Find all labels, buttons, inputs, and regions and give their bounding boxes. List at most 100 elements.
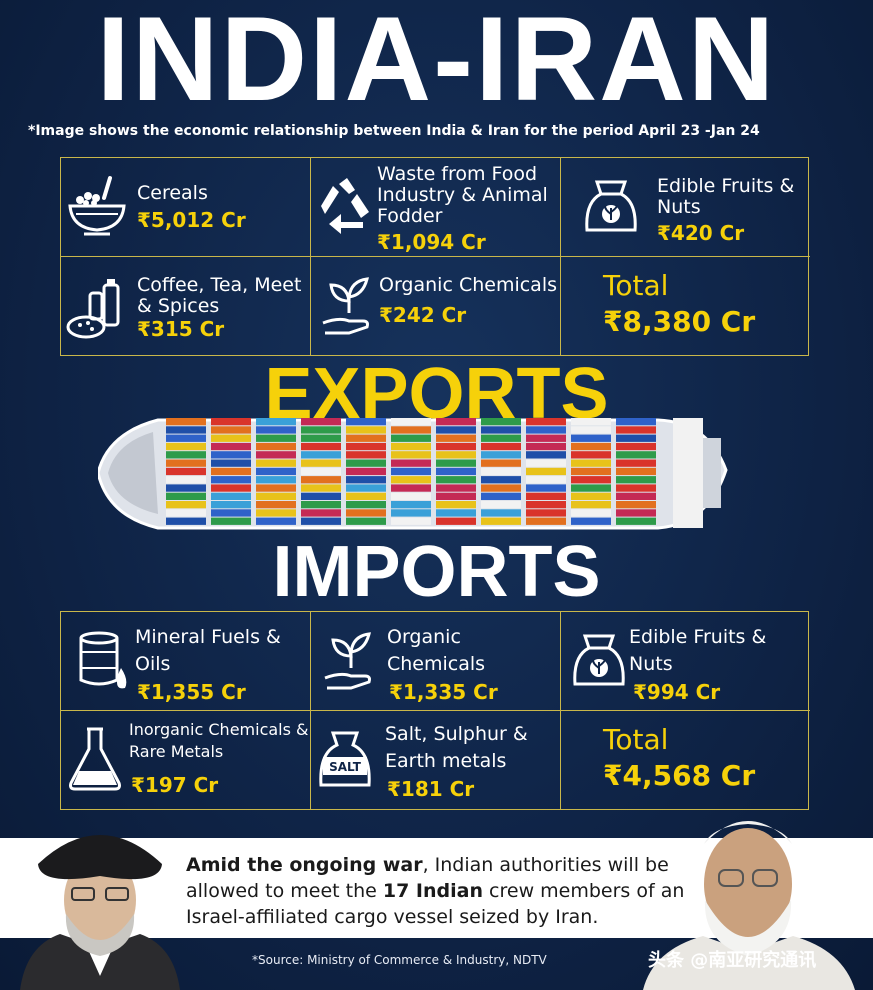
ship-container (436, 484, 476, 492)
sack-icon (585, 180, 637, 232)
ship-container (211, 434, 251, 442)
ship-container (571, 517, 611, 525)
subtitle: *Image shows the economic relationship b… (28, 123, 760, 139)
ship-container (526, 517, 566, 525)
export-label: Cereals (137, 182, 208, 204)
ship-container (391, 451, 431, 459)
ship-container (166, 467, 206, 476)
ship-container (436, 467, 476, 476)
ship-container (571, 451, 611, 459)
ship-container (346, 484, 386, 492)
ship-container (211, 476, 251, 484)
ship-container (436, 509, 476, 517)
ship-container (616, 484, 656, 492)
ship-container (346, 509, 386, 517)
ship-container (391, 517, 431, 525)
ship-container (166, 501, 206, 509)
ship-container (436, 442, 476, 451)
import-label: Salt, Sulphur & Earth metals (385, 723, 528, 772)
ship-container (256, 434, 296, 442)
ship-container (391, 426, 431, 434)
ship-container (166, 442, 206, 451)
ship-container (301, 517, 341, 525)
plant-hand-icon (322, 277, 369, 335)
ship-container (166, 426, 206, 434)
ship-container (391, 509, 431, 517)
import-value: ₹1,355 Cr (137, 680, 246, 704)
ship-container (481, 459, 521, 467)
ship-container (616, 476, 656, 484)
import-item-inorganic: Inorganic Chemicals & Rare Metals ₹197 C… (61, 711, 311, 810)
bowl-icon (68, 176, 126, 236)
ship-container (301, 492, 341, 500)
ship-container (616, 426, 656, 434)
ship-container (436, 501, 476, 509)
ship-container (256, 467, 296, 476)
ship-container (301, 501, 341, 509)
ship-container (211, 492, 251, 500)
ship-container (301, 426, 341, 434)
ship-container (301, 467, 341, 476)
ship-container (211, 426, 251, 434)
ship-container (256, 442, 296, 451)
ship-container (346, 418, 386, 426)
plant-hand-icon (324, 632, 371, 690)
ship-container (526, 509, 566, 517)
export-value: ₹420 Cr (657, 221, 745, 245)
ship-container (166, 434, 206, 442)
ship-container (571, 442, 611, 451)
ship-container (481, 426, 521, 434)
ship-container (481, 434, 521, 442)
ship-container (211, 451, 251, 459)
ship-container (391, 484, 431, 492)
oil-barrel-icon (79, 631, 127, 689)
ship-container (481, 442, 521, 451)
ship-container (346, 492, 386, 500)
ship-container (211, 467, 251, 476)
ship-container (481, 517, 521, 525)
ship-container (616, 442, 656, 451)
ship-container (166, 484, 206, 492)
ship-container (436, 434, 476, 442)
portrait-right (643, 821, 855, 990)
watermark: 头条 @南亚研究通讯 (648, 950, 817, 971)
imports-total: Total ₹4,568 Cr (561, 711, 810, 810)
ship-container (526, 501, 566, 509)
ship-container (391, 467, 431, 476)
ship-container (616, 501, 656, 509)
ship-container (211, 501, 251, 509)
ship-container (571, 434, 611, 442)
export-label: Coffee, Tea, Meet & Spices (137, 274, 302, 317)
ship-container (526, 442, 566, 451)
export-item-coffee: Coffee, Tea, Meet & Spices ₹315 Cr (61, 257, 311, 356)
ship-container (571, 418, 611, 426)
export-value: ₹5,012 Cr (137, 208, 246, 232)
import-value: ₹181 Cr (387, 777, 475, 801)
ship-container (616, 509, 656, 517)
flask-icon (69, 727, 121, 791)
sack-icon (573, 634, 625, 686)
ship-container (526, 418, 566, 426)
ship-container (481, 501, 521, 509)
ship-container (616, 434, 656, 442)
ship-container (256, 509, 296, 517)
ship-container (166, 517, 206, 525)
ship-container (616, 517, 656, 525)
ship-container (166, 418, 206, 426)
ship-container (616, 459, 656, 467)
ship-container (391, 501, 431, 509)
page-title: INDIA-IRAN (96, 0, 777, 126)
news-lead: Amid the ongoing war (186, 854, 423, 876)
import-value: ₹1,335 Cr (389, 680, 498, 704)
export-item-waste: Waste from Food Industry & Animal Fodder… (311, 158, 561, 257)
spices-icon (66, 279, 120, 339)
total-label: Total (603, 723, 669, 756)
ship-container (571, 509, 611, 517)
export-label: Waste from Food Industry & Animal Fodder (377, 163, 548, 227)
ship-container (301, 442, 341, 451)
ship-container (346, 442, 386, 451)
ship-container (166, 459, 206, 467)
ship-container (346, 426, 386, 434)
exports-grid: Cereals ₹5,012 Cr Waste from Food Indust… (60, 157, 810, 356)
news-text: Amid the ongoing war, Indian authorities… (186, 852, 686, 930)
